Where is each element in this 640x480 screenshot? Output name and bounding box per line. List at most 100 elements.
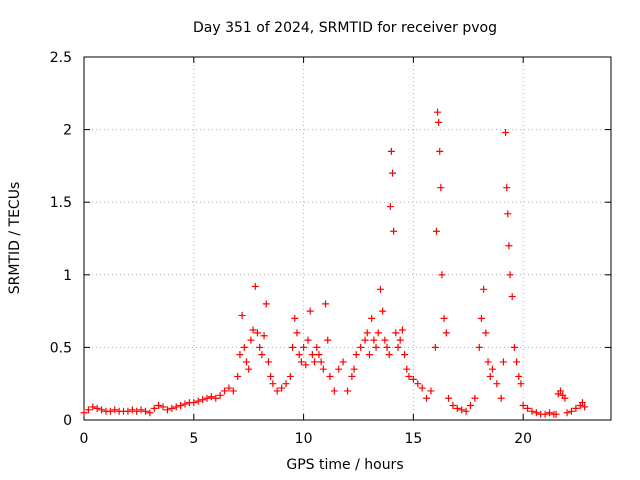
data-point <box>282 380 290 388</box>
data-point <box>146 409 154 417</box>
data-point <box>289 343 297 351</box>
data-point <box>505 242 513 250</box>
data-point <box>361 336 369 344</box>
data-point <box>488 365 496 373</box>
data-point <box>141 407 149 415</box>
x-tick-label: 5 <box>189 431 198 447</box>
data-point <box>493 380 501 388</box>
data-point <box>374 329 382 337</box>
data-point <box>350 365 358 373</box>
data-point <box>335 365 343 373</box>
data-point <box>508 293 516 301</box>
data-point <box>480 285 488 293</box>
data-point <box>409 375 417 383</box>
data-point <box>532 409 540 417</box>
data-point <box>510 343 518 351</box>
data-point <box>106 407 114 415</box>
data-point <box>89 403 97 411</box>
data-point <box>251 282 259 290</box>
data-point <box>273 387 281 395</box>
data-point <box>326 372 334 380</box>
data-point <box>440 314 448 322</box>
chart-title: Day 351 of 2024, SRMTID for receiver pvo… <box>193 20 497 36</box>
y-tick-label: 0.5 <box>50 340 72 356</box>
data-point <box>229 387 237 395</box>
data-point <box>267 372 275 380</box>
data-point <box>449 401 457 409</box>
data-point <box>264 358 272 366</box>
data-point <box>344 387 351 395</box>
y-tick-labels: 0 0.5 1 1.5 2 2.5 <box>50 50 72 429</box>
data-point <box>225 384 233 392</box>
data-point <box>181 400 189 408</box>
data-point <box>278 384 286 392</box>
data-point <box>423 394 431 402</box>
data-point <box>434 108 442 116</box>
x-tick-label: 15 <box>404 431 422 447</box>
y-tick-label: 0 <box>63 413 72 429</box>
data-point <box>306 307 314 315</box>
data-point <box>370 336 378 344</box>
data-point <box>379 307 387 315</box>
data-point <box>177 401 185 409</box>
data-point <box>212 394 220 402</box>
data-point <box>315 351 323 359</box>
data-point <box>137 406 145 414</box>
data-point <box>438 271 446 279</box>
data-point <box>313 343 321 351</box>
y-tick-label: 2 <box>63 123 72 139</box>
x-tick-label: 10 <box>295 431 313 447</box>
data-point <box>124 407 132 415</box>
data-point <box>517 380 525 388</box>
data-point <box>445 394 453 402</box>
data-point <box>390 227 398 235</box>
data-point <box>519 401 527 409</box>
data-point <box>436 147 444 155</box>
data-point <box>348 372 356 380</box>
data-point <box>221 387 229 395</box>
data-point <box>563 409 571 417</box>
data-point <box>269 380 277 388</box>
data-point <box>238 311 246 319</box>
data-point <box>163 406 171 414</box>
data-point <box>256 343 264 351</box>
data-point <box>414 380 422 388</box>
data-point <box>401 351 409 359</box>
data-point <box>477 314 485 322</box>
data-point <box>308 351 316 359</box>
y-tick-label: 1.5 <box>50 195 72 211</box>
data-point <box>442 329 450 337</box>
data-point <box>482 329 490 337</box>
data-point <box>386 203 394 211</box>
data-point <box>363 329 371 337</box>
data-point <box>168 404 176 412</box>
data-point <box>352 351 360 359</box>
data-point <box>260 332 268 340</box>
data-point <box>216 391 224 399</box>
data-point <box>234 372 242 380</box>
data-point <box>484 358 492 366</box>
data-point <box>515 372 523 380</box>
x-tick-labels: 0 5 10 15 20 <box>80 431 533 447</box>
data-point <box>297 358 305 366</box>
data-point <box>324 336 332 344</box>
data-point <box>458 406 466 414</box>
data-point <box>84 406 92 414</box>
data-point <box>432 227 440 235</box>
data-point <box>581 403 589 411</box>
data-point <box>572 404 580 412</box>
data-point <box>286 372 294 380</box>
data-point <box>98 406 106 414</box>
data-point <box>319 365 327 373</box>
data-point <box>304 336 312 344</box>
data-point <box>330 387 338 395</box>
data-point <box>567 407 575 415</box>
data-series <box>80 108 589 418</box>
data-point <box>546 409 554 417</box>
data-point <box>258 351 266 359</box>
data-point <box>128 406 136 414</box>
data-point <box>552 410 560 418</box>
data-point <box>245 365 253 373</box>
data-point <box>385 351 393 359</box>
